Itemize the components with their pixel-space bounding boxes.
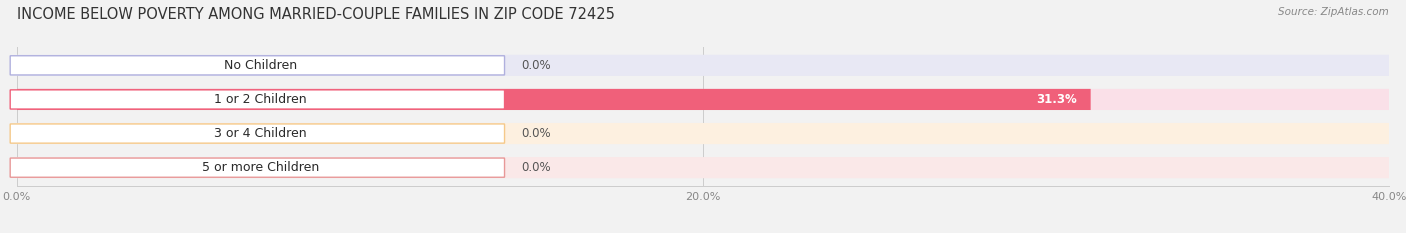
Text: 31.3%: 31.3% bbox=[1036, 93, 1077, 106]
Text: INCOME BELOW POVERTY AMONG MARRIED-COUPLE FAMILIES IN ZIP CODE 72425: INCOME BELOW POVERTY AMONG MARRIED-COUPL… bbox=[17, 7, 614, 22]
Text: Source: ZipAtlas.com: Source: ZipAtlas.com bbox=[1278, 7, 1389, 17]
FancyBboxPatch shape bbox=[17, 123, 1389, 144]
FancyBboxPatch shape bbox=[10, 56, 505, 75]
Text: No Children: No Children bbox=[224, 59, 297, 72]
FancyBboxPatch shape bbox=[17, 89, 1091, 110]
Text: 0.0%: 0.0% bbox=[522, 127, 551, 140]
FancyBboxPatch shape bbox=[10, 158, 505, 177]
Text: 0.0%: 0.0% bbox=[522, 161, 551, 174]
Text: 0.0%: 0.0% bbox=[522, 59, 551, 72]
FancyBboxPatch shape bbox=[10, 124, 505, 143]
FancyBboxPatch shape bbox=[17, 157, 1389, 178]
FancyBboxPatch shape bbox=[17, 55, 1389, 76]
FancyBboxPatch shape bbox=[10, 90, 505, 109]
Text: 3 or 4 Children: 3 or 4 Children bbox=[214, 127, 307, 140]
FancyBboxPatch shape bbox=[17, 89, 1389, 110]
Text: 5 or more Children: 5 or more Children bbox=[202, 161, 319, 174]
Text: 1 or 2 Children: 1 or 2 Children bbox=[214, 93, 307, 106]
